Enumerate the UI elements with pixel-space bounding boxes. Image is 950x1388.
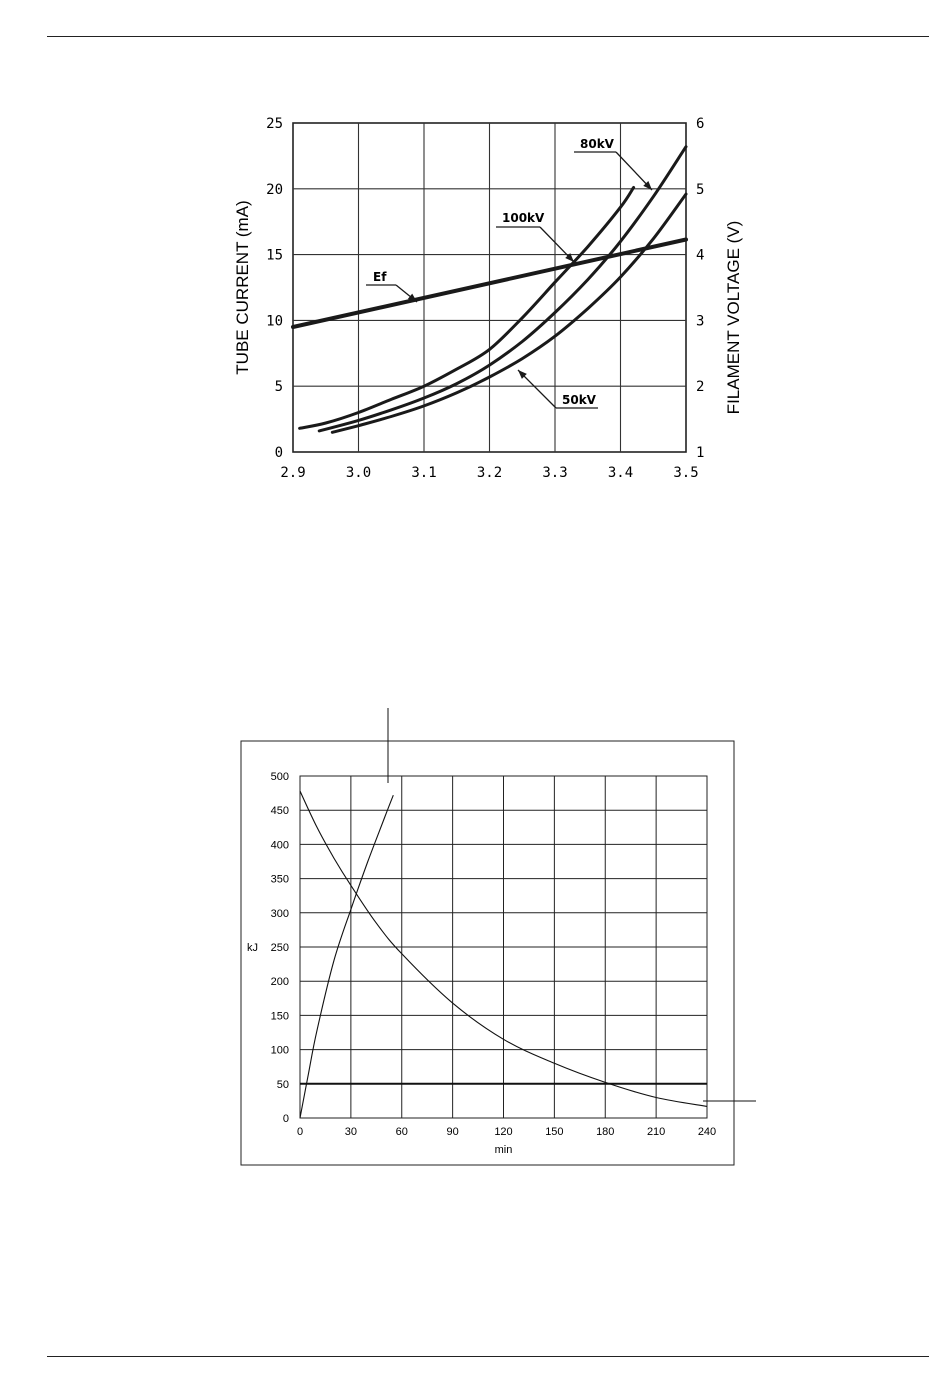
chart2-xtick: 30 — [345, 1126, 357, 1138]
chart1-ytick: 20 — [266, 182, 283, 198]
chart2-outer-frame — [240, 740, 735, 1166]
curve-label-arrowhead — [643, 181, 652, 190]
chart2-xtick: 150 — [545, 1126, 563, 1138]
chart1-ytick: 25 — [266, 116, 283, 132]
chart2-ytick: 0 — [283, 1113, 289, 1125]
chart2-ytick: 300 — [271, 908, 289, 920]
chart1-grid — [292, 122, 687, 453]
chart1-y2tick: 5 — [696, 182, 704, 198]
chart2-xtick: 90 — [447, 1126, 459, 1138]
chart2-ytick: 250 — [271, 942, 289, 954]
chart2-ytick: 100 — [271, 1045, 289, 1057]
chart2-ytick: 200 — [271, 976, 289, 988]
chart1-xtick: 3.3 — [542, 465, 567, 481]
chart1-y2tick: 6 — [696, 116, 704, 132]
curve-label-arrowhead — [407, 293, 417, 302]
chart2-xtick: 210 — [647, 1126, 665, 1138]
top-rule — [47, 36, 929, 37]
chart1-xtick: 3.0 — [346, 465, 371, 481]
chart2-grid — [240, 740, 735, 1166]
bottom-rule — [47, 1356, 929, 1357]
chart2-xtick: 120 — [494, 1126, 512, 1138]
chart2-series — [299, 708, 756, 1119]
chart2-ylabel: kJ — [247, 942, 258, 954]
chart1-xtick: 3.1 — [411, 465, 436, 481]
chart2-xtick: 180 — [596, 1126, 614, 1138]
curve-label-100kv: 100kV — [502, 211, 545, 225]
chart1-curve-labels: 80kV 100kV Ef 50kV — [366, 137, 653, 409]
chart1-y2tick: 4 — [696, 248, 704, 264]
series-ef — [291, 237, 688, 329]
curve-label-arrowhead — [518, 370, 527, 379]
curve-label-50kv: 50kV — [562, 393, 597, 407]
chart1-y2tick: 1 — [696, 445, 704, 461]
chart1-xtick: 3.2 — [477, 465, 502, 481]
chart2-ytick: 500 — [271, 771, 289, 783]
chart1-ytick: 10 — [266, 313, 283, 329]
chart2-xtick: 0 — [297, 1126, 303, 1138]
series-100kv — [298, 186, 636, 430]
series-80kv — [317, 145, 688, 433]
chart1-series — [291, 145, 688, 434]
chart-energy: 0 30 60 90 120 150 180 210 240 0 50 100 150 200 250 300… — [240, 708, 756, 1166]
chart1-y2tick: 2 — [696, 379, 704, 395]
chart2-ytick: 450 — [271, 805, 289, 817]
chart1-ticks: 2.9 3.0 3.1 3.2 3.3 3.4 3.5 0 5 10 15 20 25 1 2 3 4 5 6 — [266, 116, 704, 481]
chart1-xtick: 3.5 — [673, 465, 698, 481]
chart1-y2tick: 3 — [696, 313, 704, 329]
chart1-y2label: FILAMENT VOLTAGE (V) — [724, 221, 743, 415]
chart2-xlabel: min — [495, 1144, 513, 1156]
chart1-xtick: 2.9 — [280, 465, 305, 481]
chart2-ytick: 350 — [271, 874, 289, 886]
chart1-xtick: 3.4 — [608, 465, 633, 481]
chart2-xtick: 240 — [698, 1126, 716, 1138]
chart1-ytick: 5 — [275, 379, 283, 395]
chart2-xtick: 60 — [396, 1126, 408, 1138]
series-50kv — [330, 192, 688, 434]
chart2-ytick: 50 — [277, 1079, 289, 1091]
chart2-ticks: 0 30 60 90 120 150 180 210 240 0 50 100 150 200 250 300… — [271, 771, 717, 1138]
chart1-ylabel: TUBE CURRENT (mA) — [233, 200, 252, 374]
chart-tube-current: 2.9 3.0 3.1 3.2 3.3 3.4 3.5 0 5 10 15 20 25 1 2 3 4 5 6 TU… — [233, 116, 743, 481]
curve-label-ef: Ef — [373, 270, 387, 284]
curve-label-arrowhead — [565, 253, 574, 262]
chart1-ytick: 0 — [275, 445, 283, 461]
chart2-ytick: 400 — [271, 839, 289, 851]
curve-label-80kv: 80kV — [580, 137, 615, 151]
chart2-ytick: 150 — [271, 1010, 289, 1022]
chart1-ytick: 15 — [266, 248, 283, 264]
chart2-series-1 — [299, 795, 394, 1119]
